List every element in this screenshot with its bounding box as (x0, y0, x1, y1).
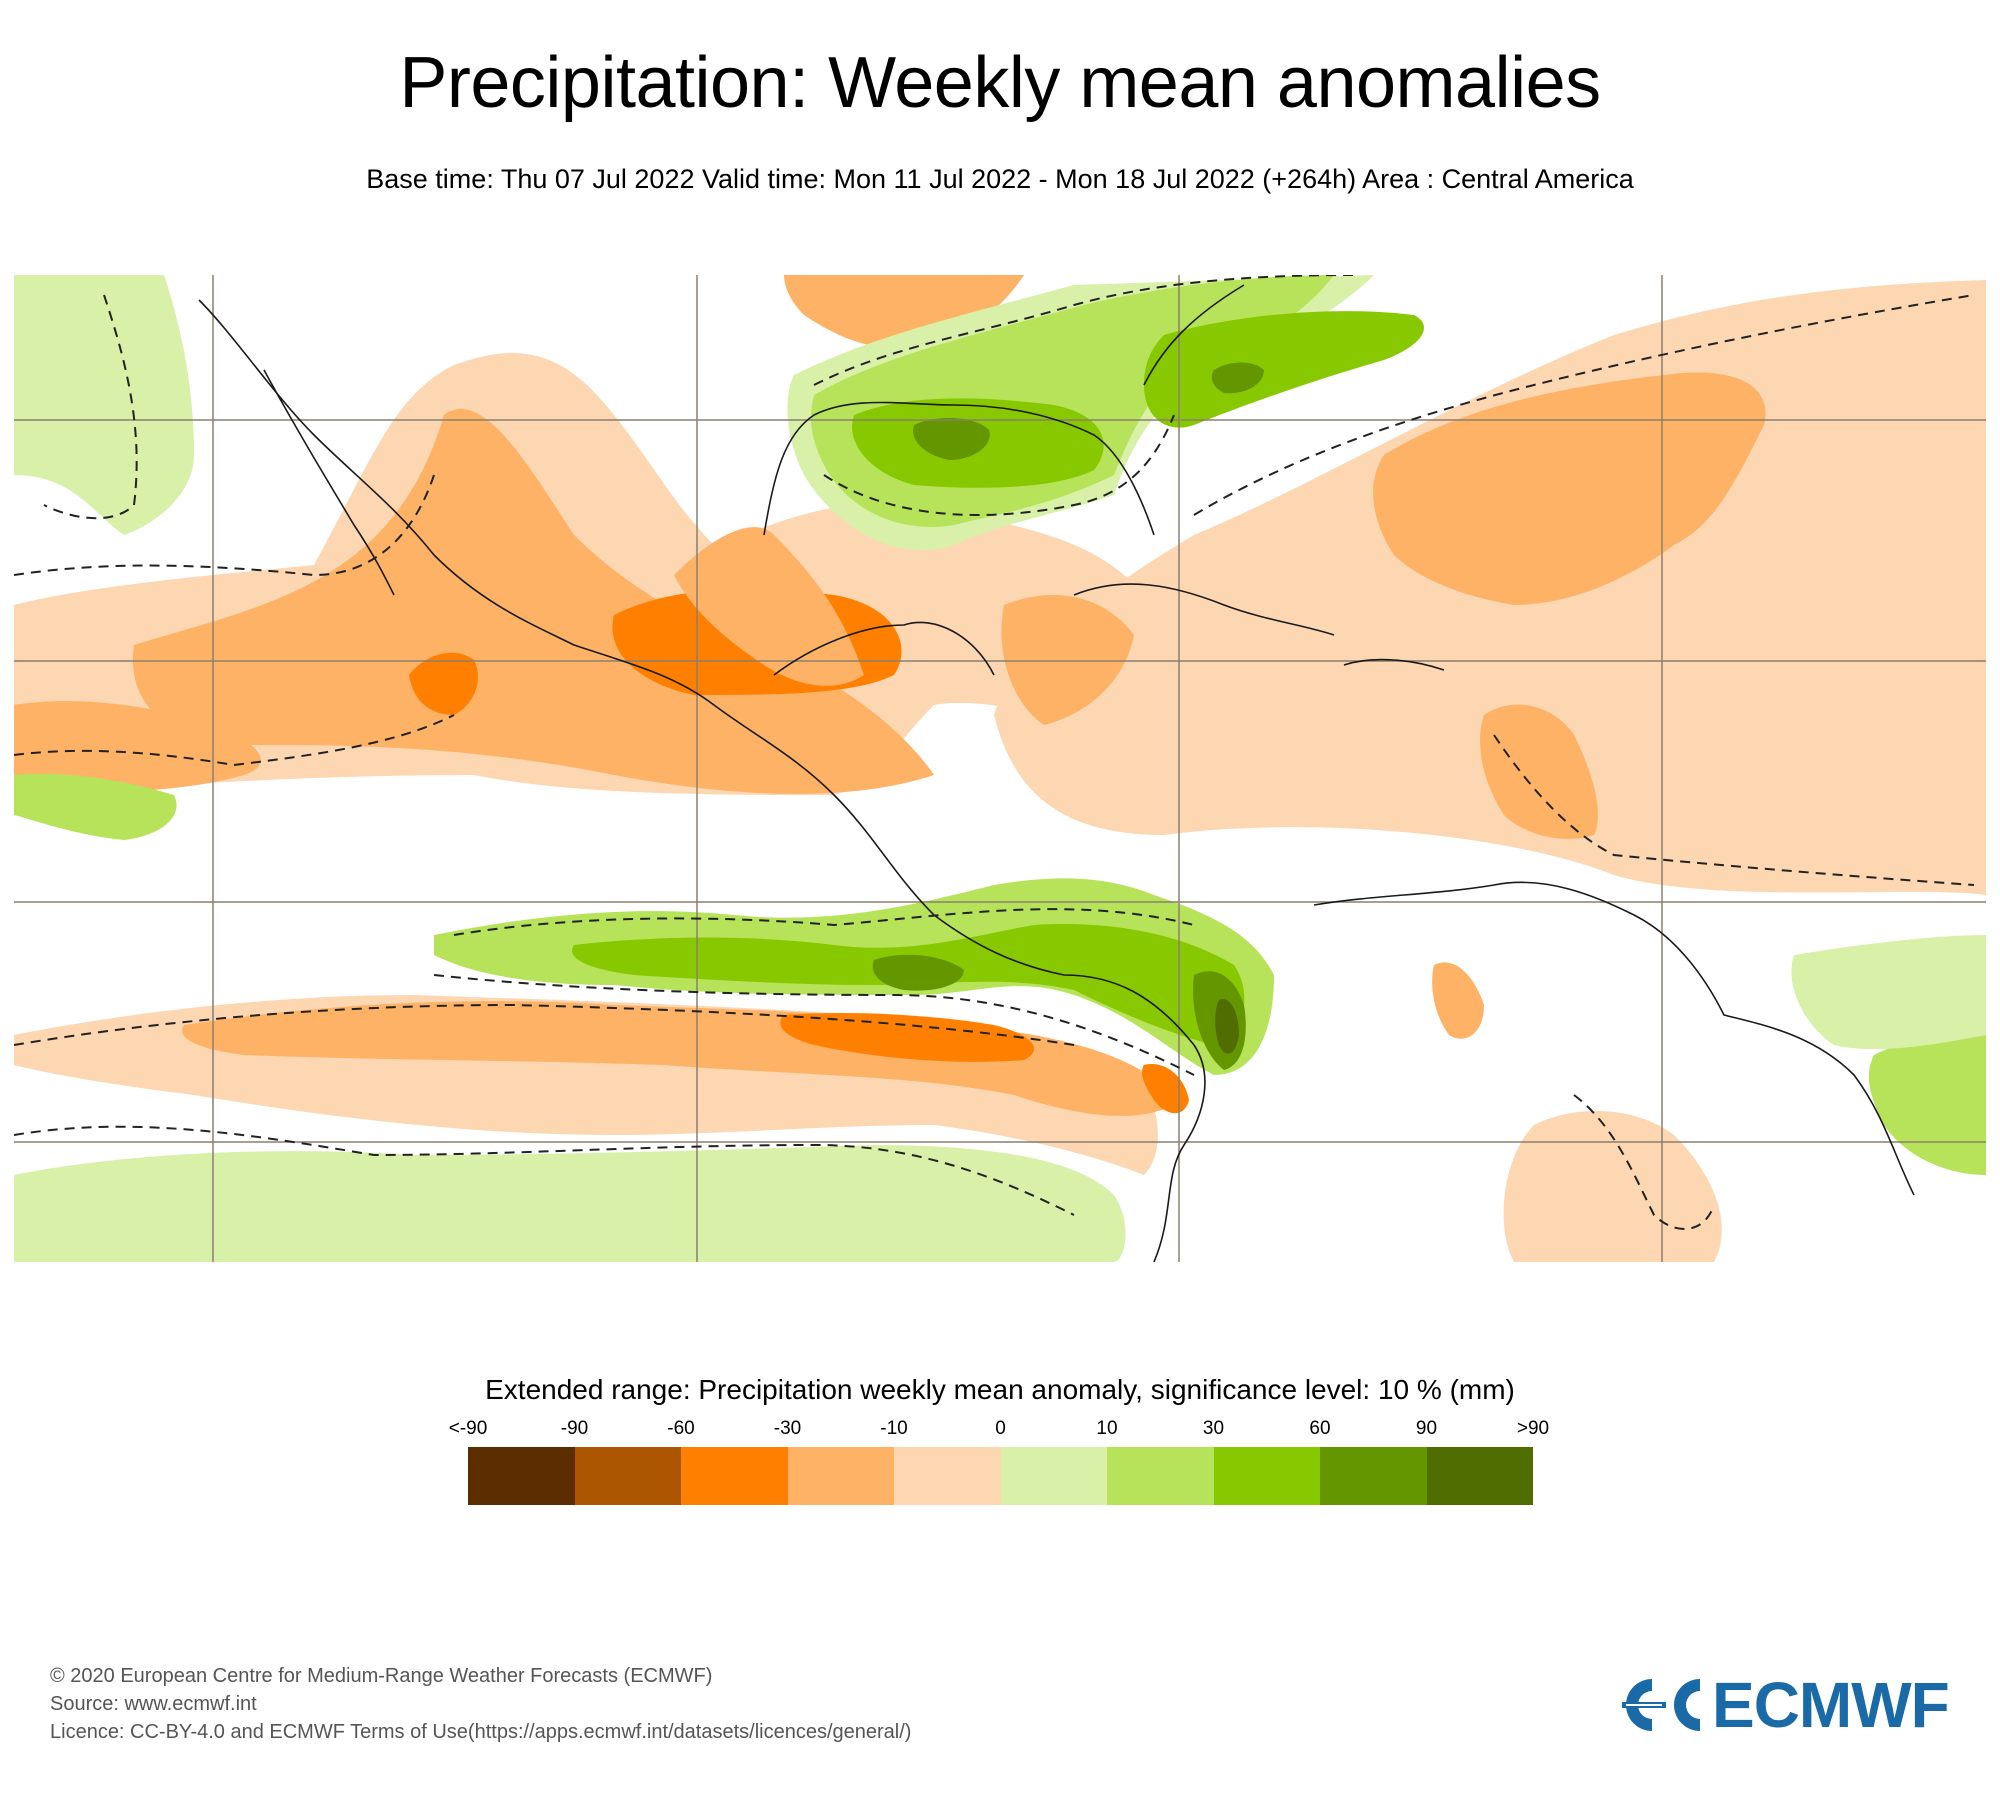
legend-swatch (1426, 1447, 1533, 1505)
significance-contour (813, 275, 1355, 386)
significance-contour (14, 1003, 1075, 1046)
significance-contour (453, 908, 1195, 936)
significance-contour (823, 414, 1175, 516)
legend-swatch (1213, 1447, 1320, 1505)
anomaly-map (14, 275, 1986, 1262)
map-canvas (14, 275, 1986, 1262)
coastlines (198, 284, 1915, 1262)
anomaly-region-colombia-extreme-wet (1215, 999, 1239, 1054)
legend-swatch (1107, 1447, 1214, 1505)
legend-swatch (1000, 1447, 1107, 1505)
significance-contours (14, 275, 1975, 1230)
legend-tick-label: 0 (995, 1418, 1006, 1439)
coastline-cuba (1073, 583, 1335, 636)
legend-tick-label: -90 (560, 1418, 589, 1439)
significance-contour (1193, 294, 1975, 516)
legend-tick-label: 60 (1309, 1418, 1331, 1439)
anomaly-region-venezuela-dry (1432, 962, 1484, 1039)
legend-swatch (468, 1447, 575, 1505)
legend-swatch (681, 1447, 788, 1505)
licence-text: Licence: CC-BY-4.0 and ECMWF Terms of Us… (50, 1721, 912, 1743)
legend-title: Extended range: Precipitation weekly mea… (485, 1374, 1515, 1405)
anomaly-region-amazon-mouth-wet (1868, 1025, 1986, 1175)
anomaly-region-south-pacific-strong-dry (780, 1013, 1034, 1062)
legend-tick-label: -10 (880, 1418, 908, 1439)
legend-swatch (787, 1447, 894, 1505)
significance-contour (1573, 1094, 1715, 1230)
ecmwf-logo: ECMWF (1622, 1669, 1962, 1741)
significance-contour (1493, 734, 1975, 886)
coastline-yucatan (773, 621, 995, 676)
anomaly-region-northwest-pacific-wet (14, 275, 194, 535)
source-text: Source: www.ecmwf.int (50, 1693, 257, 1715)
legend-tick-label: 30 (1202, 1418, 1225, 1439)
anomaly-region-us-southwest-dry (784, 275, 1024, 348)
legend-swatch (894, 1447, 1001, 1505)
legend-tick-label: <-90 (448, 1418, 488, 1439)
legend-colorbar (468, 1447, 1533, 1505)
anomaly-region-itcz-very-strong-wet (872, 954, 964, 991)
anomaly-region-atlantic-equatorial-wet (1791, 935, 1986, 1050)
anomaly-region-far-west-dry (14, 701, 261, 792)
graticule (14, 275, 1986, 1262)
anomaly-region-itcz-strong-wet (572, 924, 1245, 1045)
anomaly-region-far-west-itcz-wet (14, 773, 177, 840)
legend-tick-label: -60 (667, 1418, 695, 1439)
coastline-florida (1143, 284, 1245, 386)
coastline-south-america-north (1313, 881, 1915, 1196)
anomaly-region-yucatan-moderate-dry (674, 527, 864, 686)
legend-tick-label: 90 (1415, 1418, 1438, 1439)
anomaly-region-southeast-pacific-wet (14, 1145, 1126, 1262)
legend-tick-label: >90 (1516, 1418, 1550, 1439)
coastline-baja-california (263, 369, 395, 596)
anomaly-region-atlantic-moderate-dry (1373, 372, 1766, 605)
legend-labels: <-90 -90 -60 -30 -10 0 10 30 60 90 >90 (449, 1418, 1549, 1442)
anomaly-region-atlantic-very-strong-wet (1211, 362, 1264, 394)
anomaly-region-atlantic-strong-wet (1144, 311, 1424, 428)
significance-contour (14, 714, 455, 767)
map-subtitle: Base time: Thu 07 Jul 2022 Valid time: M… (366, 164, 1634, 194)
footer: © 2020 European Centre for Medium-Range … (50, 1662, 911, 1746)
legend-swatch (574, 1447, 681, 1505)
significance-contour (433, 974, 1195, 1076)
significance-contour (14, 1125, 1075, 1216)
anomaly-region-pacific-moderate-dry (132, 409, 934, 794)
significance-contour (43, 294, 138, 520)
copyright-text: © 2020 European Centre for Medium-Range … (50, 1665, 713, 1687)
coastline-gulf-mexico (763, 401, 1155, 536)
legend-tick-label: -30 (773, 1418, 802, 1439)
anomaly-region-caribbean-east-dry (1480, 704, 1598, 839)
legend-tick-label: 10 (1096, 1418, 1118, 1439)
coastline-hispaniola (1343, 658, 1445, 671)
anomaly-region-caribbean-west-moderate-dry (1001, 595, 1134, 725)
map-title: Precipitation: Weekly mean anomalies (399, 43, 1601, 123)
legend-swatch (1320, 1447, 1427, 1505)
anomaly-region-pacific-strong-dry-west (409, 652, 478, 715)
coastline-mexico-pacific (198, 299, 1206, 1262)
anomaly-region-peru-coast-strong-dry (1142, 1064, 1189, 1114)
anomaly-region-gulf-very-strong-wet (913, 418, 990, 460)
ecmwf-logo-icon (1622, 1679, 1700, 1731)
ecmwf-logo-text: ECMWF (1712, 1669, 1950, 1741)
